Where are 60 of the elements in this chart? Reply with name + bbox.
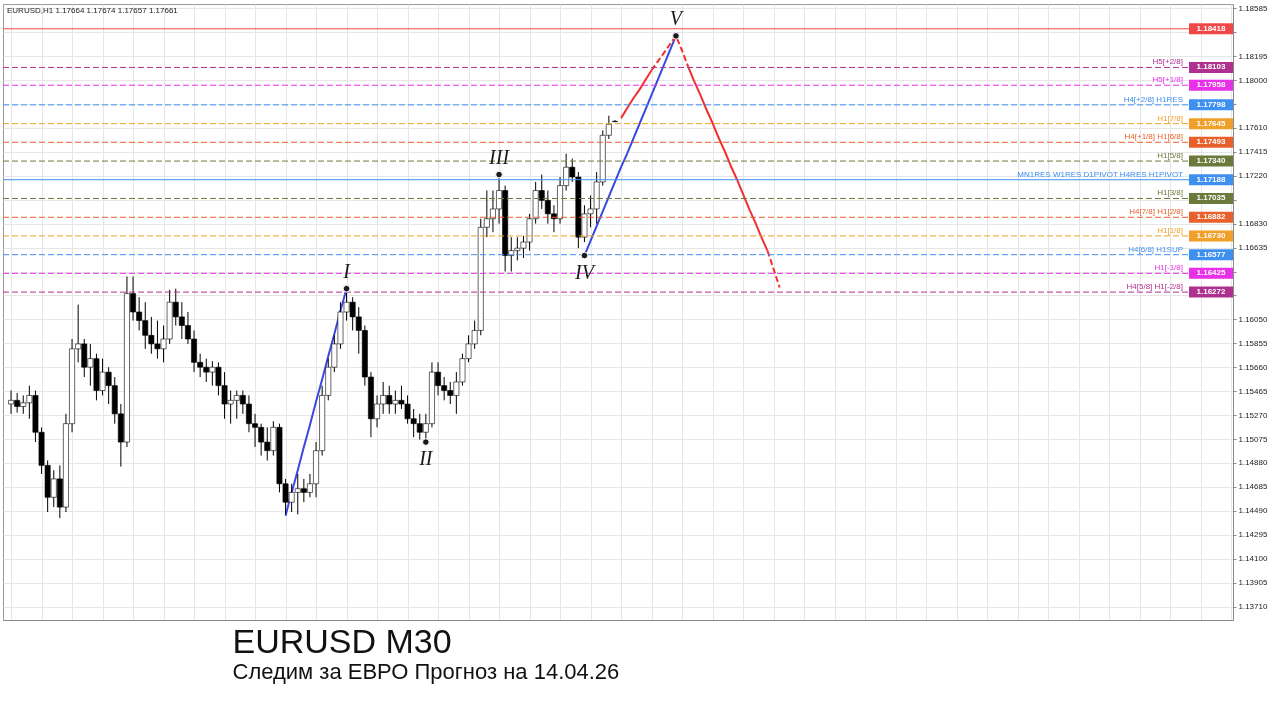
annotation: H1[7/8] xyxy=(1157,113,1183,123)
y-tick-label: 1.16050 xyxy=(1238,314,1268,324)
annotation: H1[1/8] xyxy=(1157,225,1183,235)
ref-line-label: 1.17798 xyxy=(1196,99,1227,109)
y-tick-label: 1.15270 xyxy=(1238,410,1268,420)
ref-line-label: 1.17645 xyxy=(1196,118,1227,128)
ref-line-label: 1.18418 xyxy=(1196,23,1227,33)
ref-line-label: 1.16577 xyxy=(1196,249,1227,259)
y-tick-label: 1.17415 xyxy=(1238,147,1268,157)
y-tick-label: 1.15075 xyxy=(1238,434,1268,444)
y-tick-label: 1.18000 xyxy=(1238,75,1268,85)
text: Следим за ЕВРО Прогноз на 14.04.26 xyxy=(232,659,620,684)
annotation: H4[+2/8] H1RES xyxy=(1123,94,1183,104)
ref-line-label: 1.17188 xyxy=(1196,174,1227,184)
annotation: H1[3/8] xyxy=(1157,188,1183,198)
annotation: H4[5/8] H1[-2/8] xyxy=(1126,282,1183,292)
annotation: H5[+1/8] xyxy=(1152,75,1183,85)
ref-line-label: 1.16272 xyxy=(1196,287,1227,297)
annotation: H4[6/8] H1SUP xyxy=(1128,244,1183,254)
annotation: EURUSD,H1 1.17664 1.17674 1.17657 1.17661 xyxy=(7,6,179,15)
ref-line-label: 1.16425 xyxy=(1196,268,1227,278)
point xyxy=(672,32,680,40)
data-label: III xyxy=(488,145,511,168)
y-tick-label: 1.14100 xyxy=(1238,554,1268,564)
y-tick-label: 1.15465 xyxy=(1238,386,1268,396)
annotation: H4[+1/8] H1[6/8] xyxy=(1124,132,1183,142)
y-tick-label: 1.17220 xyxy=(1238,171,1268,181)
y-tick-label: 1.13710 xyxy=(1238,602,1268,611)
y-tick-label: 1.17610 xyxy=(1238,123,1268,133)
annotation: MN1RES W1RES D1PIVOT H4RES H1PIVOT xyxy=(1017,169,1184,179)
y-tick-label: 1.16830 xyxy=(1238,219,1268,229)
ref-line-label: 1.16882 xyxy=(1196,212,1227,222)
ref-line-label: 1.17340 xyxy=(1196,156,1227,166)
y-tick-label: 1.14295 xyxy=(1238,530,1268,540)
point xyxy=(422,438,430,446)
y-tick-label: 1.14685 xyxy=(1238,482,1268,492)
ref-line-label: 1.18103 xyxy=(1196,62,1227,72)
data-label: II xyxy=(418,447,434,470)
y-tick-label: 1.14880 xyxy=(1238,458,1268,468)
point xyxy=(342,284,351,293)
ref-line-label: 1.16730 xyxy=(1196,230,1227,240)
text: EURUSD M30 xyxy=(232,622,452,660)
annotation: H1[-1/8] xyxy=(1154,263,1183,273)
y-tick-label: 1.16635 xyxy=(1238,243,1268,253)
ref-line-label: 1.17958 xyxy=(1196,80,1227,90)
annotation: H1[5/8] xyxy=(1157,151,1183,161)
point xyxy=(580,251,589,260)
y-tick-label: 1.15660 xyxy=(1238,362,1268,372)
annotation: H4[7/8] H1[2/8] xyxy=(1129,207,1183,217)
y-tick-label: 1.13905 xyxy=(1238,578,1268,588)
ref-line-label: 1.17035 xyxy=(1196,193,1227,203)
y-tick-label: 1.14490 xyxy=(1238,506,1268,516)
candlestick xyxy=(612,119,618,123)
y-tick-label: 1.18585 xyxy=(1238,3,1268,13)
y-tick-label: 1.15855 xyxy=(1238,338,1268,348)
annotation: H5[+2/8] xyxy=(1152,57,1183,67)
point xyxy=(495,170,503,179)
y-tick-label: 1.18195 xyxy=(1238,51,1268,61)
ref-line-label: 1.17493 xyxy=(1196,137,1227,147)
data-label: V xyxy=(669,6,685,29)
